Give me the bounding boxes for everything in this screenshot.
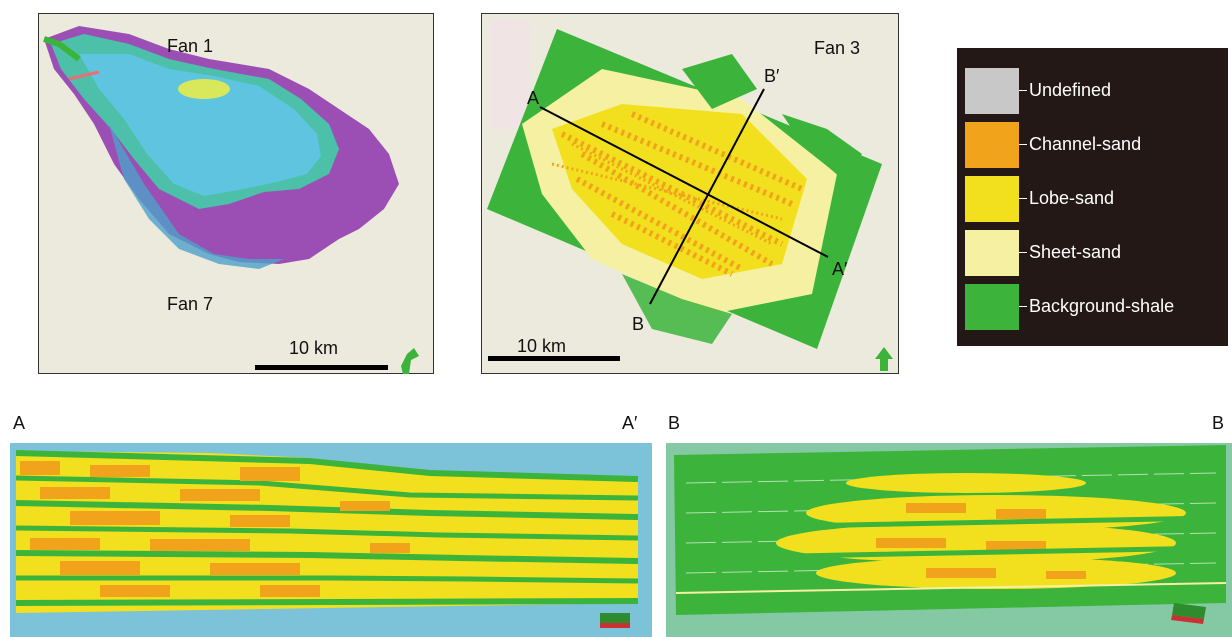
fan3-map-panel: Fan 3 A B′ A′ B 10 km [481, 13, 899, 374]
legend-item-lobe-sand: Lobe-sand [965, 176, 1215, 222]
fan7-label: Fan 7 [167, 294, 214, 314]
legend-swatch [965, 68, 1019, 114]
orientation-cube-icon [1172, 603, 1206, 619]
fan1-label: Fan 1 [167, 36, 214, 56]
legend-swatch [965, 284, 1019, 330]
fan1-3d-model [43, 26, 419, 374]
legend-item-undefined: Undefined [965, 68, 1215, 114]
fan3-label: Fan 3 [814, 38, 861, 58]
legend-swatch [965, 230, 1019, 276]
facies-legend: Undefined Channel-sand Lobe-sand Sheet-s… [957, 48, 1228, 346]
legend-label: Sheet-sand [1029, 242, 1122, 262]
legend-item-sheet-sand: Sheet-sand [965, 230, 1215, 276]
legend-label: Background-shale [1029, 296, 1175, 316]
section-b-left-label: B [668, 413, 681, 433]
section-line-b [649, 88, 765, 305]
point-b-prime-label: B′ [764, 66, 780, 86]
fan1-map-panel: Fan 1 Fan 7 10 km [38, 13, 434, 374]
cross-section-b [666, 443, 1232, 637]
section-a-right-label: A′ [622, 413, 638, 433]
legend-swatch [965, 176, 1019, 222]
scale-bar [255, 365, 388, 370]
north-arrow-icon [401, 348, 419, 374]
point-b-label: B [632, 314, 645, 334]
cross-section-a [10, 443, 652, 637]
fan3-facies-map [487, 19, 893, 371]
cross-section-b-model [674, 445, 1227, 624]
cross-section-a-model [15, 450, 639, 628]
legend-label: Undefined [1029, 80, 1112, 100]
section-a-left-label: A [13, 413, 26, 433]
legend-item-channel-sand: Channel-sand [965, 122, 1215, 168]
point-a-prime-label: A′ [832, 259, 848, 279]
legend-swatch [965, 122, 1019, 168]
section-line-a [539, 106, 829, 258]
legend-item-background-shale: Background-shale [965, 284, 1215, 330]
section-b-right-label: B [1212, 413, 1225, 433]
scale-label: 10 km [289, 338, 339, 358]
legend-label: Channel-sand [1029, 134, 1142, 154]
point-a-label: A [527, 88, 540, 108]
scale-label: 10 km [517, 336, 567, 356]
north-arrow-icon [875, 347, 893, 371]
scale-bar [488, 356, 620, 361]
legend-label: Lobe-sand [1029, 188, 1115, 208]
